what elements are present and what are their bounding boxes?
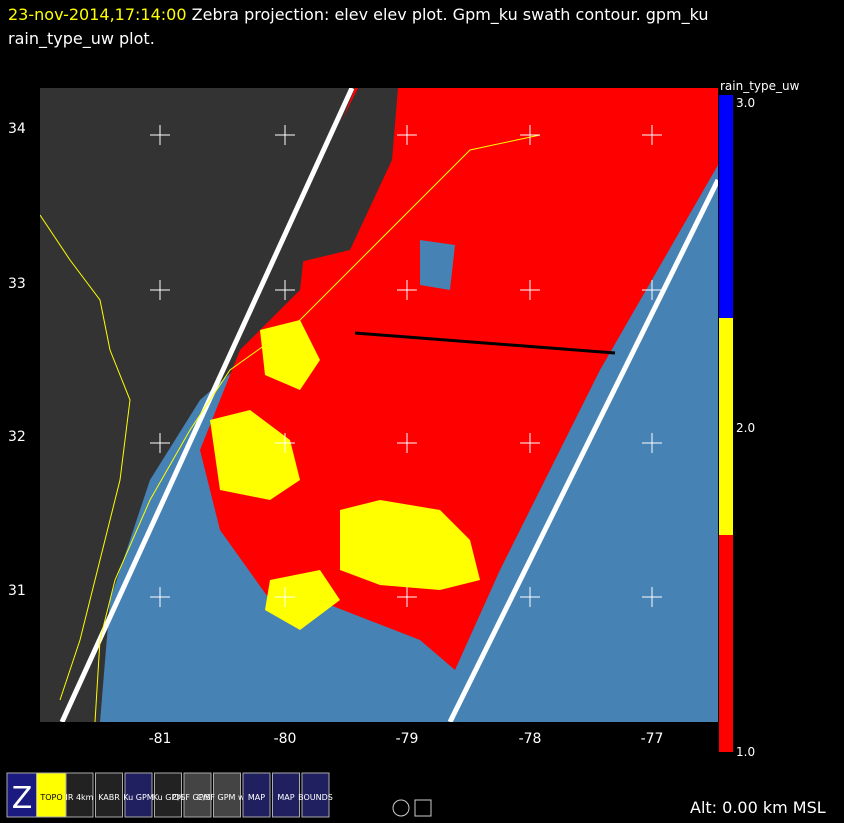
colorbar-label: 2.0 <box>736 421 755 435</box>
colorbar-label: 1.0 <box>736 745 755 759</box>
plot-title: Zebra projection: elev elev plot. Gpm_ku… <box>8 5 709 48</box>
button-face <box>36 772 67 818</box>
button-label: MAP <box>277 793 294 802</box>
grid-button[interactable] <box>414 799 432 817</box>
button-label: KABR <box>98 793 120 802</box>
x-tick-label: -78 <box>519 731 542 747</box>
button-face <box>183 772 212 818</box>
toolbar-button[interactable]: Ku GPM <box>123 772 154 818</box>
button-face <box>6 772 38 818</box>
button-label: C/SF GPM Ku <box>172 793 223 802</box>
button-label: C/SF GPM w Ku <box>197 793 257 802</box>
toolbar-button[interactable]: BOUNDS <box>298 772 333 818</box>
toolbar-button[interactable]: MAP <box>272 772 300 818</box>
button-face <box>301 772 330 818</box>
x-tick-label: -79 <box>396 731 419 747</box>
colorbar-title: rain_type_uw <box>720 79 800 93</box>
toolbar-button[interactable]: C/SF GPM w Ku <box>197 772 257 818</box>
button-label: TOPO <box>39 793 62 802</box>
button-face <box>65 772 94 818</box>
button-face <box>124 772 153 818</box>
button-label: Z <box>12 781 33 816</box>
title: 23-nov-2014,17:14:00 Zebra projection: e… <box>8 3 808 51</box>
x-tick-label: -81 <box>149 731 172 747</box>
colorbar-label: 3.0 <box>736 96 755 110</box>
x-tick-label: -80 <box>274 731 297 747</box>
button-face <box>154 772 182 818</box>
target-button[interactable] <box>392 799 410 817</box>
toolbar-button[interactable]: Ku GPM <box>153 772 183 818</box>
x-tick-label: -77 <box>641 731 664 747</box>
button-face <box>272 772 300 818</box>
map <box>40 88 718 722</box>
button-face <box>213 772 241 818</box>
button-label: Ku GPM <box>153 793 183 802</box>
button-face <box>242 772 271 818</box>
y-tick-label: 31 <box>8 583 26 599</box>
toolbar-button[interactable]: MAP <box>242 772 271 818</box>
button-label: MAP <box>248 793 265 802</box>
button-label: Ku GPM <box>123 793 153 802</box>
altitude: Alt: 0.00 km MSL <box>690 798 826 817</box>
button-face <box>95 772 123 818</box>
button-label: IR 4km <box>66 793 94 802</box>
y-tick-label: 33 <box>8 276 26 292</box>
y-tick-label: 32 <box>8 429 26 445</box>
toolbar-button[interactable]: IR 4km <box>65 772 94 818</box>
toolbar-button[interactable]: C/SF GPM Ku <box>172 772 223 818</box>
timestamp: 23-nov-2014,17:14:00 <box>8 5 187 24</box>
toolbar-button[interactable]: Z <box>6 772 38 818</box>
toolbar-button[interactable]: TOPO <box>36 772 67 818</box>
button-label: BOUNDS <box>298 793 333 802</box>
y-tick-label: 34 <box>8 121 26 137</box>
toolbar-button[interactable]: KABR <box>95 772 123 818</box>
